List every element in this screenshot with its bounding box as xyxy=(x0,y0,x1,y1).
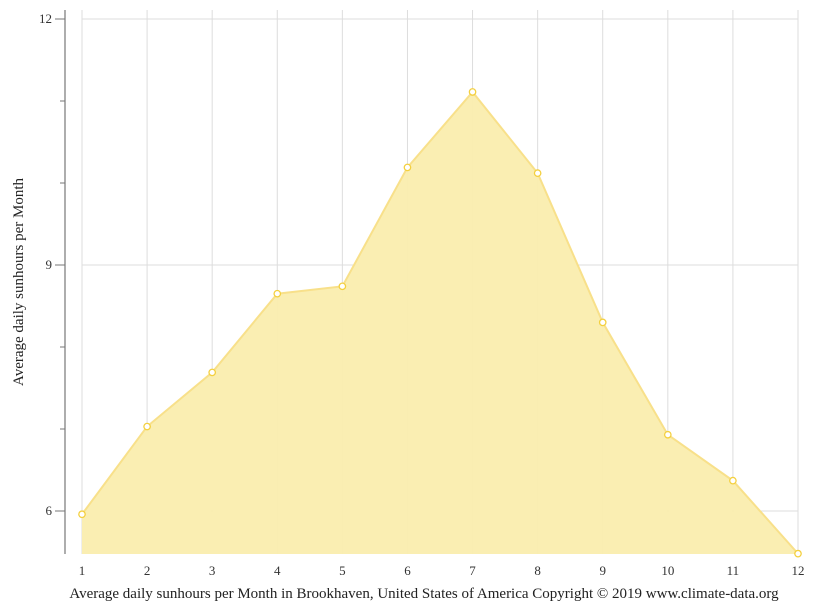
x-tick-label: 4 xyxy=(274,563,281,578)
data-point-month-5[interactable] xyxy=(338,282,347,291)
x-axis-tick-labels: 1 2 3 4 5 6 7 8 9 10 11 12 xyxy=(79,563,805,578)
data-point-month-11[interactable] xyxy=(729,476,737,485)
x-tick-label: 10 xyxy=(661,563,674,578)
x-tick-label: 11 xyxy=(727,563,740,578)
x-tick-label: 5 xyxy=(339,563,346,578)
x-tick-label: 1 xyxy=(79,563,86,578)
data-point-month-1[interactable] xyxy=(78,510,86,519)
data-point-month-12[interactable] xyxy=(794,549,802,558)
x-tick-label: 12 xyxy=(792,563,805,578)
y-axis-ticks: 6 9 12 xyxy=(39,11,65,518)
y-tick-label: 12 xyxy=(39,11,52,26)
y-axis-title: Average daily sunhours per Month xyxy=(11,178,27,387)
x-tick-label: 8 xyxy=(534,563,541,578)
data-point-month-8[interactable] xyxy=(533,169,542,178)
x-tick-label: 2 xyxy=(144,563,151,578)
data-point-month-9[interactable] xyxy=(598,318,607,327)
data-point-markers xyxy=(78,88,802,558)
x-tick-label: 7 xyxy=(469,563,476,578)
data-point-month-3[interactable] xyxy=(208,368,217,377)
y-tick-label: 9 xyxy=(46,257,53,272)
data-point-month-6[interactable] xyxy=(403,163,412,172)
chart-caption: Average daily sunhours per Month in Broo… xyxy=(69,586,779,602)
sunhours-area-fill xyxy=(82,91,798,554)
data-point-month-10[interactable] xyxy=(663,430,672,439)
sunhours-line xyxy=(81,90,799,555)
x-tick-label: 9 xyxy=(599,563,606,578)
x-tick-label: 6 xyxy=(404,563,411,578)
x-tick-label: 3 xyxy=(209,563,216,578)
y-tick-label: 6 xyxy=(46,503,53,518)
data-point-month-4[interactable] xyxy=(273,289,282,298)
data-point-month-7[interactable] xyxy=(468,88,477,96)
data-point-month-2[interactable] xyxy=(143,422,151,431)
